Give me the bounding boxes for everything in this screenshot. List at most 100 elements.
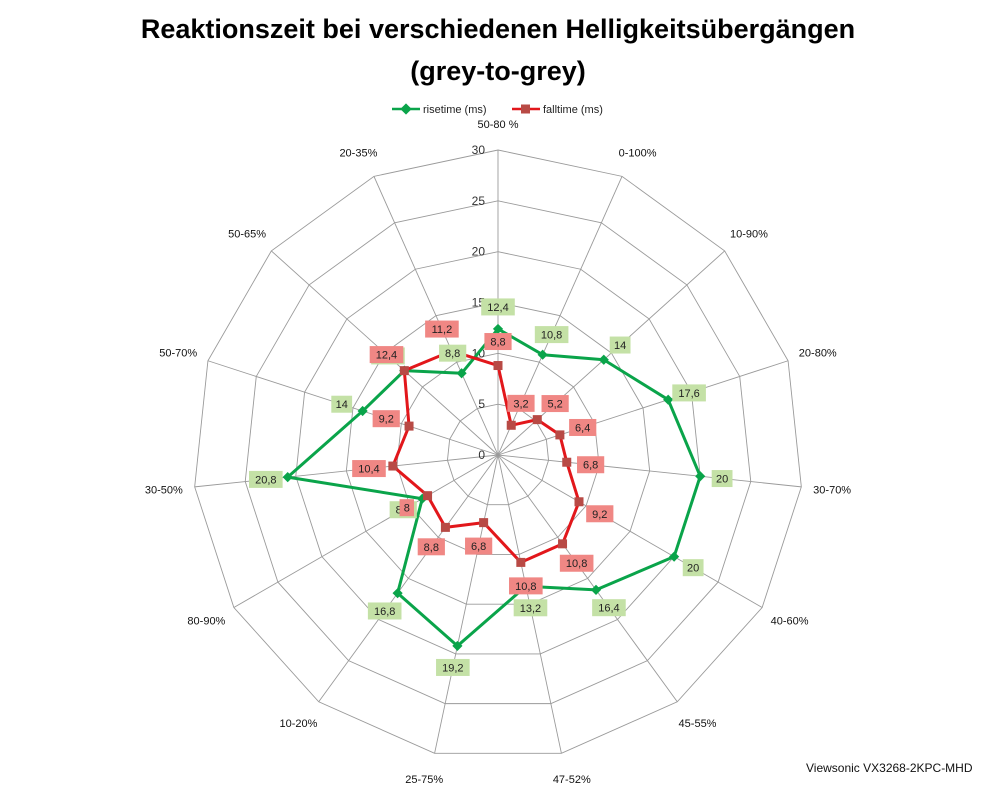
category-label: 30-50% bbox=[145, 485, 183, 497]
category-label: 47-52% bbox=[553, 774, 591, 786]
radial-tick-label: 25 bbox=[472, 194, 486, 208]
grid-ring bbox=[345, 302, 651, 605]
category-label: 10-90% bbox=[730, 229, 768, 241]
data-label-text: 14 bbox=[336, 399, 348, 411]
data-point bbox=[404, 421, 414, 431]
data-point bbox=[669, 551, 680, 562]
data-point bbox=[574, 497, 584, 507]
legend-falltime-marker bbox=[521, 104, 530, 114]
data-label-text: 10,8 bbox=[541, 330, 562, 342]
data-label: 10,8 bbox=[534, 326, 569, 344]
data-label-bg bbox=[436, 658, 470, 676]
data-point bbox=[516, 557, 526, 567]
data-label-bg bbox=[586, 505, 614, 523]
data-point bbox=[392, 588, 403, 599]
data-point bbox=[492, 323, 504, 335]
data-label-bg bbox=[331, 395, 353, 413]
data-label-bg bbox=[367, 602, 402, 620]
data-label-bg bbox=[465, 537, 493, 555]
data-label-text: 20 bbox=[716, 474, 728, 486]
grid-ring bbox=[194, 149, 802, 754]
data-label: 20,8 bbox=[249, 470, 283, 488]
grid-ring bbox=[396, 352, 600, 555]
grid-ring bbox=[295, 251, 701, 655]
grid-spoke bbox=[434, 454, 499, 754]
data-label-bg bbox=[481, 298, 515, 316]
data-point bbox=[695, 471, 706, 482]
data-point bbox=[532, 415, 542, 425]
radar-grid: 50-80 % 0-100% 10-90% 20-80% 30-70% 40-60% 45-… bbox=[145, 119, 851, 786]
data-label: 14 bbox=[609, 336, 631, 354]
category-label: 50-70% bbox=[159, 348, 197, 360]
category-label: 50-80 % bbox=[478, 119, 519, 131]
radial-tick-label: 20 bbox=[472, 245, 486, 259]
data-label-bg bbox=[509, 577, 543, 595]
data-label: 20 bbox=[711, 470, 733, 488]
data-label-text: 8,8 bbox=[445, 348, 460, 360]
legend-risetime-marker bbox=[400, 103, 412, 115]
category-label: 20-80% bbox=[799, 348, 837, 360]
legend: risetime (ms) falltime (ms) bbox=[392, 103, 603, 116]
data-label: 5,2 bbox=[541, 395, 569, 413]
category-label: 30-70% bbox=[813, 485, 851, 497]
data-label-bg bbox=[417, 538, 445, 556]
data-label: 9,2 bbox=[586, 505, 614, 523]
series-line-0 bbox=[286, 327, 702, 648]
data-label-text: 10,4 bbox=[358, 464, 379, 476]
data-label: 14 bbox=[331, 395, 353, 413]
data-label: 11,2 bbox=[425, 320, 459, 338]
data-label: 19,2 bbox=[436, 658, 470, 676]
data-label-text: 5,2 bbox=[547, 399, 562, 411]
data-point bbox=[479, 518, 489, 528]
legend-falltime-label: falltime (ms) bbox=[543, 104, 603, 116]
data-label-bg bbox=[682, 559, 704, 577]
data-label: 9,2 bbox=[372, 410, 400, 428]
legend-risetime-label: risetime (ms) bbox=[423, 104, 487, 116]
data-label-text: 20,8 bbox=[255, 474, 276, 486]
data-label-text: 17,6 bbox=[678, 388, 699, 400]
data-label-text: 8,8 bbox=[424, 542, 439, 554]
category-label: 40-60% bbox=[771, 616, 809, 628]
data-label-layer: 12,410,81417,6202016,413,219,216,88,620,… bbox=[249, 298, 733, 676]
data-label-bg bbox=[513, 599, 548, 617]
data-point bbox=[456, 368, 467, 379]
data-label: 10,4 bbox=[352, 460, 386, 478]
data-point bbox=[590, 584, 602, 595]
data-label: 6,4 bbox=[569, 418, 597, 436]
data-label: 13,2 bbox=[513, 599, 548, 617]
data-label-bg bbox=[672, 384, 706, 402]
data-point bbox=[537, 349, 548, 360]
grid-spoke bbox=[497, 176, 623, 456]
grid-spoke bbox=[497, 360, 789, 456]
data-label-bg bbox=[569, 418, 597, 436]
grid-spoke bbox=[497, 454, 678, 703]
data-label-text: 6,8 bbox=[471, 541, 486, 553]
data-label: 10,8 bbox=[509, 577, 543, 595]
data-label: 20 bbox=[682, 559, 704, 577]
data-label-text: 6,8 bbox=[583, 460, 598, 472]
data-label-text: 14 bbox=[614, 340, 626, 352]
series-layer bbox=[282, 323, 706, 652]
data-point bbox=[282, 472, 293, 483]
chart-subtitle: (grey-to-grey) bbox=[410, 56, 586, 86]
data-label-text: 16,8 bbox=[374, 606, 395, 618]
category-label: 0-100% bbox=[619, 148, 657, 160]
data-label-bg bbox=[369, 346, 404, 364]
data-label-text: 12,4 bbox=[487, 302, 508, 314]
data-label-bg bbox=[439, 344, 467, 362]
grid-ring bbox=[244, 200, 752, 705]
data-label-bg bbox=[559, 554, 594, 572]
data-label-bg bbox=[534, 326, 569, 344]
data-label: 8,8 bbox=[417, 538, 445, 556]
data-label-bg bbox=[711, 470, 733, 488]
data-label-text: 12,4 bbox=[376, 350, 397, 362]
data-point bbox=[493, 361, 503, 371]
data-point bbox=[558, 539, 568, 549]
data-label-text: 11,2 bbox=[432, 324, 453, 336]
data-label-text: 19,2 bbox=[442, 662, 463, 674]
data-label: 12,4 bbox=[369, 346, 404, 364]
data-label-text: 20 bbox=[687, 563, 699, 575]
data-label-text: 10,8 bbox=[515, 581, 536, 593]
data-label-text: 6,4 bbox=[575, 422, 590, 434]
data-point bbox=[357, 405, 368, 417]
